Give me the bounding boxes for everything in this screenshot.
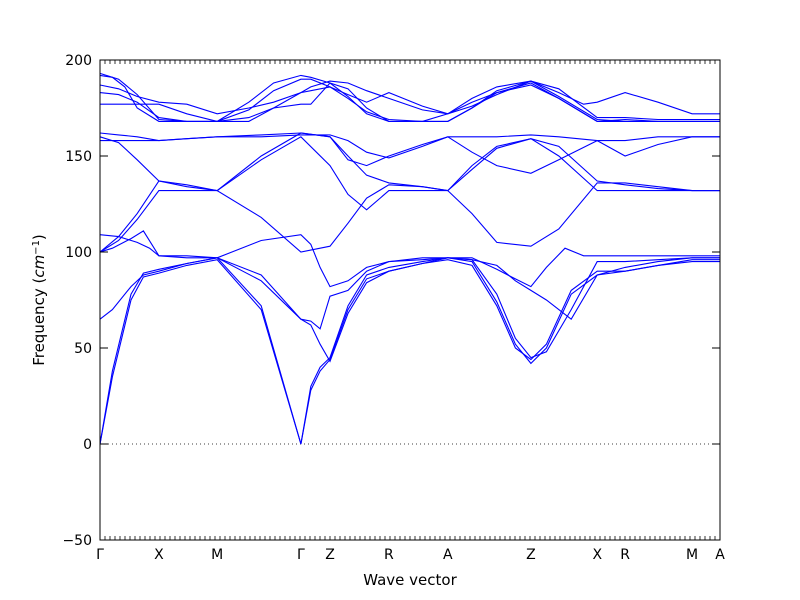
x-tick-label: M: [686, 547, 698, 563]
x-tick-label: Z: [526, 547, 536, 563]
band-2: [99, 257, 720, 445]
x-axis-title: Wave vector: [363, 571, 457, 589]
y-tick-label: 50: [74, 341, 92, 357]
x-tick-label: A: [443, 547, 453, 563]
band-3: [99, 257, 720, 363]
y-tick-label: 150: [65, 149, 92, 165]
band-5: [99, 230, 720, 321]
x-tick-label: Z: [325, 547, 335, 563]
y-axis-title: Frequency (cm−1): [30, 234, 48, 366]
band-6: [99, 180, 720, 253]
plot-area: −50 0 50 100 150 200 Γ X M Γ Z R A Z X R M A: [62, 53, 725, 563]
band-9: [99, 132, 720, 174]
band-11: [100, 82, 720, 122]
band-1: [99, 259, 720, 445]
x-tick-label: R: [620, 547, 630, 563]
band-8: [99, 132, 720, 192]
y-axis-unit: cm: [30, 255, 48, 278]
band-14: [99, 74, 720, 122]
plot-frame: [99, 59, 721, 541]
x-tick-label: M: [211, 547, 223, 563]
band-4: [99, 234, 720, 330]
x-tick-label: X: [592, 547, 602, 563]
x-tick-label: X: [154, 547, 164, 563]
y-tick-label: 100: [65, 245, 92, 261]
x-tick-label: A: [715, 547, 725, 563]
y-tick-label: −50: [62, 533, 92, 549]
band-13: [99, 84, 720, 122]
y-tick-label: 0: [83, 437, 92, 453]
band-7: [99, 136, 720, 253]
y-axis-title-text: Frequency: [30, 288, 48, 366]
band-15: [99, 72, 720, 122]
y-axis-unit-exponent: −1: [31, 240, 42, 255]
x-tick-label: Γ: [96, 547, 104, 563]
x-tick-label: Γ: [297, 547, 305, 563]
x-tick-label: R: [384, 547, 394, 563]
y-tick-label: 200: [65, 53, 92, 69]
band-10: [100, 134, 720, 159]
